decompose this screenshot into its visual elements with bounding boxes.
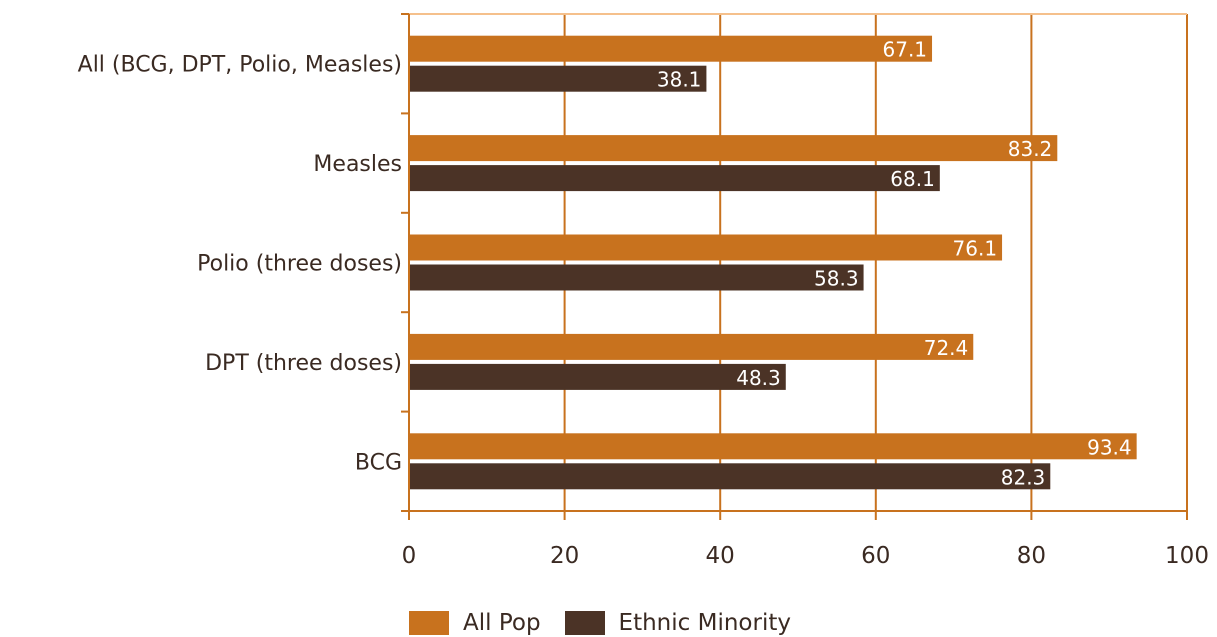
bar-all-pop	[410, 234, 1003, 261]
category-label: Polio (three doses)	[197, 252, 402, 277]
category-label: Measles	[313, 152, 402, 177]
data-label: 48.3	[736, 366, 781, 390]
legend-item-all-pop: All Pop	[409, 610, 541, 636]
category-label: BCG	[355, 450, 402, 475]
legend: All Pop Ethnic Minority	[409, 609, 815, 637]
data-label: 93.4	[1087, 435, 1132, 459]
x-tick-label-80: 80	[1017, 543, 1046, 569]
bar-ethnic-minority	[410, 65, 707, 92]
x-tick-label-40: 40	[706, 543, 735, 569]
x-tick-label-0: 0	[402, 543, 417, 569]
data-label: 83.2	[1008, 137, 1053, 161]
legend-swatch-all-pop	[409, 611, 449, 635]
data-label: 82.3	[1001, 465, 1046, 489]
category-label: DPT (three doses)	[205, 351, 402, 376]
bars	[410, 35, 1137, 490]
bar-ethnic-minority	[410, 165, 940, 192]
bar-ethnic-minority	[410, 264, 864, 291]
legend-swatch-ethnic-minority	[564, 611, 605, 635]
bar-ethnic-minority	[410, 363, 786, 390]
axes	[401, 13, 1188, 520]
bar-ethnic-minority	[410, 463, 1051, 490]
category-label: All (BCG, DPT, Polio, Measles)	[78, 53, 402, 78]
x-tick-label-100: 100	[1165, 543, 1209, 569]
bar-all-pop	[410, 135, 1058, 162]
legend-label-ethnic-minority: Ethnic Minority	[618, 610, 791, 636]
bar-all-pop	[410, 333, 974, 360]
data-label: 68.1	[890, 167, 935, 191]
data-label: 72.4	[924, 336, 969, 360]
x-tick-label-60: 60	[861, 543, 890, 569]
data-label: 38.1	[657, 68, 702, 92]
bar-all-pop	[410, 433, 1137, 460]
data-label: 58.3	[814, 267, 859, 291]
data-label: 67.1	[883, 38, 928, 62]
legend-item-ethnic-minority: Ethnic Minority	[564, 610, 791, 636]
labels: 0 20 40 60 80 100 All (BCG, DPT, Polio, Measle…	[78, 38, 1209, 569]
legend-label-all-pop: All Pop	[463, 610, 541, 636]
bar-all-pop	[410, 35, 933, 62]
x-tick-label-20: 20	[550, 543, 579, 569]
data-label: 76.1	[953, 237, 998, 261]
